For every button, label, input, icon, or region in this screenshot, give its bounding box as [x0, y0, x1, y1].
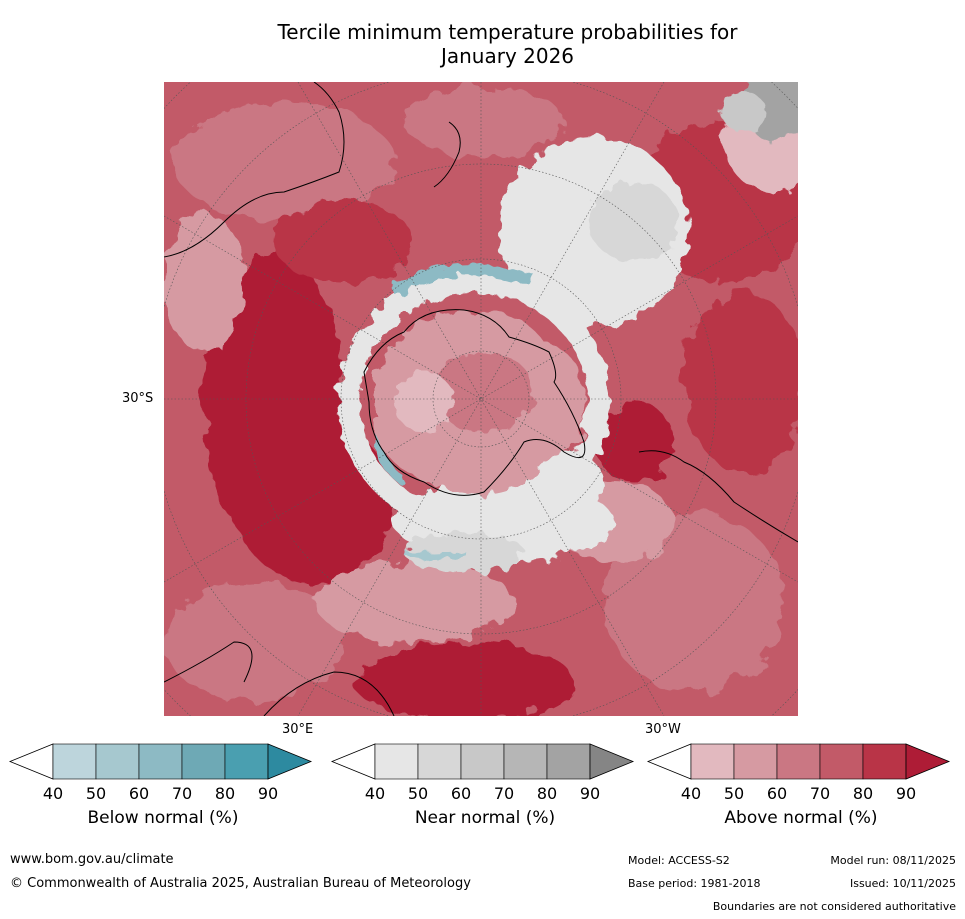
legend-label: Below normal (%) [87, 808, 239, 828]
legend-swatch [374, 743, 419, 780]
legend-tick: 90 [257, 784, 279, 803]
model-run-date: Model run: 08/11/2025 [830, 854, 956, 867]
legend-swatch [690, 743, 735, 780]
legend-tick: 70 [493, 784, 515, 803]
base-period: Base period: 1981-2018 [628, 877, 761, 890]
legend-over-triangle [589, 743, 635, 780]
legend-tick: 60 [450, 784, 472, 803]
africa-coast [164, 641, 395, 716]
legend-label: Above normal (%) [724, 808, 878, 828]
legend-below-normal: 40 50 60 70 80 90 Below normal (%) [8, 740, 318, 840]
australia-coast [164, 82, 345, 258]
legend-over-triangle [267, 743, 313, 780]
legend-tick: 50 [407, 784, 429, 803]
legend-under-triangle [330, 743, 376, 780]
legend-tick: 70 [809, 784, 831, 803]
issued-date: Issued: 10/11/2025 [849, 877, 956, 890]
legend-tick: 40 [364, 784, 386, 803]
legend-over-triangle [905, 743, 951, 780]
legend-tick: 60 [128, 784, 150, 803]
antarctica-coast [363, 309, 586, 496]
legend-swatch [138, 743, 183, 780]
website-link[interactable]: www.bom.gov.au/climate [10, 852, 174, 867]
legend-label: Near normal (%) [414, 808, 556, 828]
legend-above-normal: 40 50 60 70 80 90 Above normal (%) [646, 740, 956, 840]
legend-under-triangle [8, 743, 54, 780]
legend-tick: 40 [680, 784, 702, 803]
model-name: Model: ACCESS-S2 [628, 854, 730, 867]
legend-under-triangle [646, 743, 692, 780]
legend-tick: 90 [895, 784, 917, 803]
new-zealand-coast [433, 121, 461, 188]
legend-tick: 60 [766, 784, 788, 803]
title-line-1: Tercile minimum temperature probabilitie… [277, 20, 738, 44]
legend-swatch [95, 743, 140, 780]
legend-swatch [52, 743, 97, 780]
boundary-disclaimer: Boundaries are not considered authoritat… [712, 900, 956, 913]
legend-swatch [733, 743, 778, 780]
legend-tick: 50 [723, 784, 745, 803]
legend-swatch [417, 743, 462, 780]
longitude-label-east: 30°E [282, 722, 314, 737]
chart-title: Tercile minimum temperature probabilitie… [165, 20, 850, 68]
legend-tick: 80 [214, 784, 236, 803]
legend-tick: 80 [852, 784, 874, 803]
above-normal-field [164, 87, 798, 716]
legend-near-normal: 40 50 60 70 80 90 Near normal (%) [330, 740, 640, 840]
legend-swatch [546, 743, 591, 780]
legend-swatch [181, 743, 226, 780]
legend-below-normal-bar [8, 743, 313, 780]
title-line-2: January 2026 [440, 44, 575, 68]
legend-swatch [224, 743, 269, 780]
legend-tick: 70 [171, 784, 193, 803]
legend-above-normal-bar [646, 743, 951, 780]
map-canvas [164, 82, 798, 716]
legend-swatch [503, 743, 548, 780]
legend-swatch [460, 743, 505, 780]
latitude-label: 30°S [122, 391, 154, 406]
legend-near-normal-bar [330, 743, 635, 780]
copyright-text: © Commonwealth of Australia 2025, Austra… [10, 876, 471, 891]
legend-tick: 80 [536, 784, 558, 803]
legend-tick: 50 [85, 784, 107, 803]
legend-tick: 90 [579, 784, 601, 803]
south-america-coast [638, 450, 798, 543]
legend-swatch [776, 743, 821, 780]
legend-tick: 40 [42, 784, 64, 803]
coastlines [164, 82, 798, 716]
legend-swatch [862, 743, 907, 780]
probability-map [164, 82, 798, 716]
legend-swatch [819, 743, 864, 780]
graticule [164, 82, 798, 716]
longitude-label-west: 30°W [645, 722, 681, 737]
